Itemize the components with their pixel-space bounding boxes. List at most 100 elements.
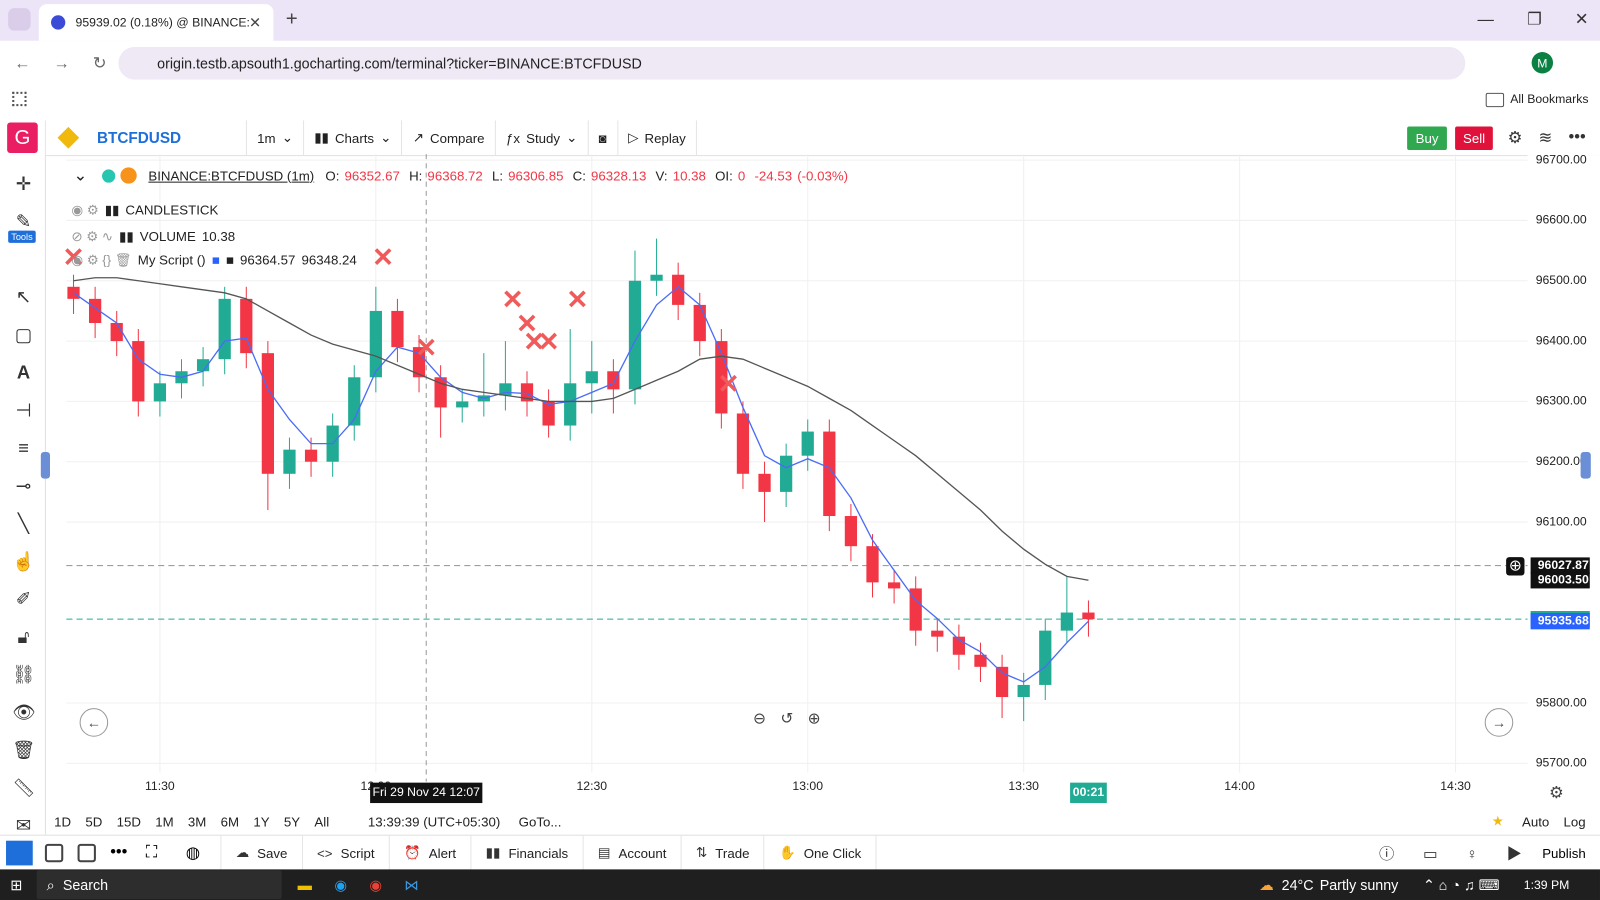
buy-button[interactable]: Buy [1407, 126, 1447, 150]
collapse-right[interactable] [1580, 452, 1591, 479]
auto-scale[interactable]: Auto [1521, 813, 1550, 830]
address-field[interactable]: origin.testb.apsouth1.gocharting.com/ter… [118, 46, 1466, 80]
symbol[interactable]: BTCFDUSD [96, 129, 182, 147]
menu-charts[interactable]: ▮▮ Charts ⌄ [304, 120, 403, 156]
icon: <> [316, 845, 333, 861]
price-tag-label: 96003.50 [1538, 573, 1589, 587]
range-button[interactable]: 5D [85, 813, 103, 830]
toolbar-button[interactable]: ✋ One Click [765, 835, 877, 871]
candle-body [456, 401, 469, 408]
collapse-left[interactable] [40, 452, 50, 479]
legend-change-pct: (-0.03%) [797, 167, 849, 184]
zoom-controls[interactable]: ⊖ ↺ ⊕ [753, 710, 821, 728]
menu-replay[interactable]: ▷ Replay [618, 120, 698, 156]
range-button[interactable]: 3M [187, 813, 207, 830]
candle-body [196, 359, 210, 372]
y-tick-label: 96500.00 [1536, 273, 1587, 287]
toolbar-label: Trade [715, 845, 750, 861]
scroll-left[interactable]: ← [79, 708, 109, 737]
more[interactable]: ••• [1568, 128, 1586, 146]
icon: ▤ [597, 844, 611, 861]
price-tag [1530, 572, 1590, 589]
tab-menu[interactable] [8, 8, 31, 31]
range-button[interactable]: 1M [155, 813, 174, 830]
toolbar-button[interactable]: ☁ Save [221, 835, 303, 871]
apps[interactable] [12, 91, 27, 107]
weather: Partly sunny [1319, 876, 1399, 893]
y-tick-label: 96700.00 [1536, 152, 1587, 166]
countdown-tag [1070, 782, 1107, 804]
toolbar-button[interactable]: ▮▮ Financials [471, 835, 584, 871]
candle-body [412, 347, 426, 378]
x-tick-label: 12:30 [576, 779, 607, 793]
log-scale[interactable]: Log [1563, 813, 1586, 830]
price-tag [1530, 557, 1590, 574]
menu-compare[interactable]: ↗ Compare [403, 120, 496, 156]
toolbar-button[interactable]: ⏰ Alert [390, 835, 472, 871]
candle-body [693, 304, 706, 342]
url: origin.testb.apsouth1.gocharting.com/ter… [157, 55, 642, 72]
legend-symbol[interactable]: BINANCE:BTCFDUSD (1m) [148, 167, 315, 184]
range-button[interactable]: 5Y [283, 813, 301, 830]
search[interactable]: Search [62, 876, 109, 893]
menu-label: Study [526, 130, 561, 146]
layers[interactable]: ≋ [1538, 129, 1553, 147]
candle-body [520, 383, 534, 402]
toolbar-button[interactable]: ▤ Account [583, 835, 682, 871]
field-value: 10.38 [672, 167, 706, 184]
taskbar: ⊞ ⌕ Search ▬ ◉ ◉ ⋈ ☁ 24°C Partly sunny ⌃ ⌂ ◔… [0, 869, 1600, 900]
toolbar-label: Script [340, 845, 375, 861]
legend-change: -24.53 [754, 167, 793, 184]
toolbar-button[interactable]: <> Script [303, 835, 390, 871]
profile[interactable]: M [1531, 52, 1554, 74]
nav-buttons[interactable]: ← → ↻ [14, 55, 107, 73]
countdown: 00:21 [1073, 785, 1104, 799]
range-bar: 1D 5D 15D 1M 3M 6M 1Y 5Y All 13:39:39 (UTC+05:30… [54, 813, 1586, 830]
candle-body [672, 274, 685, 305]
signal [65, 248, 82, 266]
window-controls[interactable]: — ❐ ✕ [1477, 11, 1589, 29]
goto[interactable]: GoTo... [518, 813, 562, 830]
range-button[interactable]: 1Y [253, 813, 270, 830]
crosshair-label: Fri 29 Nov 24 12:07 [373, 785, 481, 799]
publish[interactable]: Publish [1542, 845, 1586, 861]
candle-body [1039, 630, 1052, 685]
candle-body [931, 630, 944, 637]
toolbar-label: Alert [428, 845, 457, 861]
axis-settings[interactable]: ⚙ [1548, 784, 1564, 803]
tool-icons[interactable]: ✛ ✎ ↖ ▢ A ⊣ ≡ ⊸ ╲ ☝ ✐ 🔓︎ ⛓︎ 👁︎ 🗑︎ 📏︎ ✉ [12, 173, 36, 836]
candle-body [909, 588, 922, 631]
interval-text: 1m [257, 130, 276, 146]
bookmarks[interactable]: All Bookmarks [1510, 91, 1589, 107]
new-tab[interactable]: + [285, 8, 298, 31]
candle-body [995, 666, 1009, 697]
y-tick-label: 95700.00 [1536, 756, 1587, 770]
folder-icon [1485, 92, 1505, 108]
range-button[interactable]: 1D [54, 813, 72, 830]
interval[interactable]: 1m ⌄ [247, 120, 305, 156]
camera[interactable]: ◙ [589, 120, 618, 156]
field-value: 96352.67 [344, 167, 400, 184]
indicator-list: ◉ ⚙ ▮▮ CANDLESTICK ⊘ ⚙ ∿ ▮▮ VOLUME 10.38… [71, 197, 356, 274]
signal [568, 290, 586, 308]
logo[interactable]: G [7, 122, 38, 154]
candle-body [866, 546, 879, 583]
scroll-right[interactable]: → [1484, 708, 1514, 737]
toolbar-button[interactable]: ⇅ Trade [682, 835, 765, 871]
menu-study[interactable]: ƒx Study ⌄ [496, 120, 589, 156]
settings[interactable]: ⚙ [1507, 129, 1523, 147]
indicator-value: 10.38 [201, 228, 236, 244]
add-alert[interactable]: ⊕ [1506, 557, 1525, 576]
toolbar-label: Financials [508, 845, 569, 861]
candle-body [369, 310, 382, 378]
candle-body [283, 449, 296, 474]
indicator-value: 96364.57 [240, 252, 296, 268]
crosshair-tag [370, 782, 483, 804]
field-key: O: [325, 167, 340, 184]
range-button[interactable]: 15D [116, 813, 141, 830]
sell-button[interactable]: Sell [1454, 126, 1494, 150]
field-value: 96368.72 [427, 167, 483, 184]
tab[interactable]: 95939.02 (0.18%) @ BINANCE:B ✕ [38, 4, 274, 41]
range-button[interactable]: All [314, 813, 330, 830]
range-button[interactable]: 6M [220, 813, 240, 830]
